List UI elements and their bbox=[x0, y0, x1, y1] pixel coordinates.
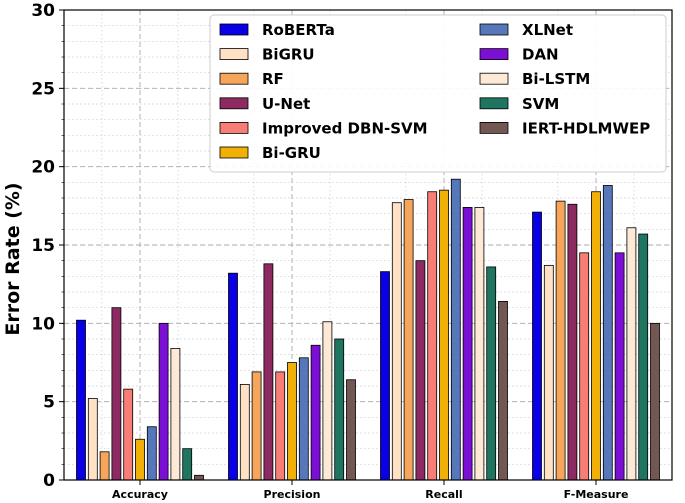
legend-swatch bbox=[219, 23, 249, 36]
bar bbox=[614, 252, 625, 481]
x-axis-ticks: Accuracy Precision Recall F-Measure bbox=[112, 480, 628, 501]
y-tick-label: 0 bbox=[43, 471, 55, 491]
legend-label: RF bbox=[262, 70, 284, 88]
y-axis-label: Error Rate (%) bbox=[2, 182, 24, 335]
legend-label: Improved DBN-SVM bbox=[262, 119, 428, 137]
legend-label: Bi-LSTM bbox=[522, 70, 590, 88]
bar bbox=[239, 384, 250, 481]
y-tick-label: 30 bbox=[31, 1, 55, 21]
legend-swatch bbox=[479, 72, 509, 85]
bar bbox=[391, 202, 402, 481]
bar bbox=[146, 426, 157, 481]
legend-label: XLNet bbox=[522, 21, 573, 39]
y-tick-label: 10 bbox=[31, 314, 55, 334]
bar bbox=[380, 271, 390, 481]
legend-swatch bbox=[219, 72, 249, 85]
bar bbox=[123, 388, 134, 481]
x-tick-label: Accuracy bbox=[112, 488, 168, 501]
bar bbox=[543, 264, 554, 481]
bar bbox=[439, 189, 449, 481]
legend-label: U-Net bbox=[262, 95, 310, 113]
bar bbox=[334, 338, 345, 481]
bar bbox=[579, 252, 590, 481]
bar bbox=[182, 448, 193, 481]
legend-label: RoBERTa bbox=[262, 21, 335, 39]
bar bbox=[275, 371, 286, 481]
bar bbox=[228, 272, 238, 481]
bar bbox=[498, 300, 508, 481]
bar bbox=[403, 199, 414, 481]
bar bbox=[99, 451, 110, 481]
bar bbox=[602, 185, 613, 481]
bar bbox=[76, 319, 86, 481]
legend-swatch bbox=[219, 48, 249, 60]
y-tick-label: 15 bbox=[31, 236, 55, 256]
bar bbox=[427, 191, 438, 481]
bar bbox=[591, 191, 601, 481]
bar bbox=[486, 266, 497, 481]
bar bbox=[346, 379, 356, 481]
bar bbox=[111, 307, 122, 481]
bar bbox=[638, 233, 649, 481]
legend-swatch bbox=[219, 146, 249, 159]
bar bbox=[415, 260, 426, 481]
legend-swatch bbox=[219, 122, 249, 134]
bar bbox=[263, 263, 274, 481]
x-tick-label: F-Measure bbox=[564, 488, 629, 501]
legend-box bbox=[209, 14, 667, 173]
legend-swatch bbox=[219, 97, 249, 110]
bar bbox=[251, 371, 262, 481]
x-tick-label: Precision bbox=[264, 488, 321, 501]
legend-label: SVM bbox=[522, 95, 559, 113]
bar bbox=[310, 344, 321, 481]
legend-swatch bbox=[479, 97, 509, 110]
legend-swatch bbox=[479, 122, 509, 134]
bar bbox=[322, 321, 333, 481]
bar bbox=[158, 322, 169, 481]
legend-label: BiGRU bbox=[262, 46, 315, 64]
bar bbox=[87, 398, 98, 481]
y-tick-label: 5 bbox=[43, 393, 55, 413]
bar bbox=[298, 357, 309, 481]
legend-label: Bi-GRU bbox=[262, 144, 321, 162]
x-tick-label: Recall bbox=[425, 488, 462, 501]
bar bbox=[287, 362, 297, 481]
bar bbox=[567, 203, 578, 481]
bar bbox=[555, 200, 566, 481]
bar bbox=[462, 206, 473, 481]
bar bbox=[450, 178, 461, 481]
legend-label: IERT-HDLMWEP bbox=[522, 119, 650, 137]
bar bbox=[170, 347, 181, 481]
y-axis-ticks: 0 5 10 15 20 25 30 bbox=[31, 1, 64, 491]
y-tick-label: 25 bbox=[31, 79, 55, 99]
legend-label: DAN bbox=[522, 46, 559, 64]
bar bbox=[532, 211, 542, 481]
y-tick-label: 20 bbox=[31, 158, 55, 178]
legend-swatch bbox=[479, 23, 509, 36]
legend: RoBERTa BiGRU RF U-Net Improved DBN-SVM Bi-GR… bbox=[209, 14, 667, 173]
legend-swatch bbox=[479, 48, 509, 60]
bar bbox=[135, 438, 145, 481]
bar bbox=[626, 227, 637, 481]
bar bbox=[650, 322, 660, 481]
bar bbox=[194, 474, 204, 481]
bar bbox=[474, 206, 485, 481]
